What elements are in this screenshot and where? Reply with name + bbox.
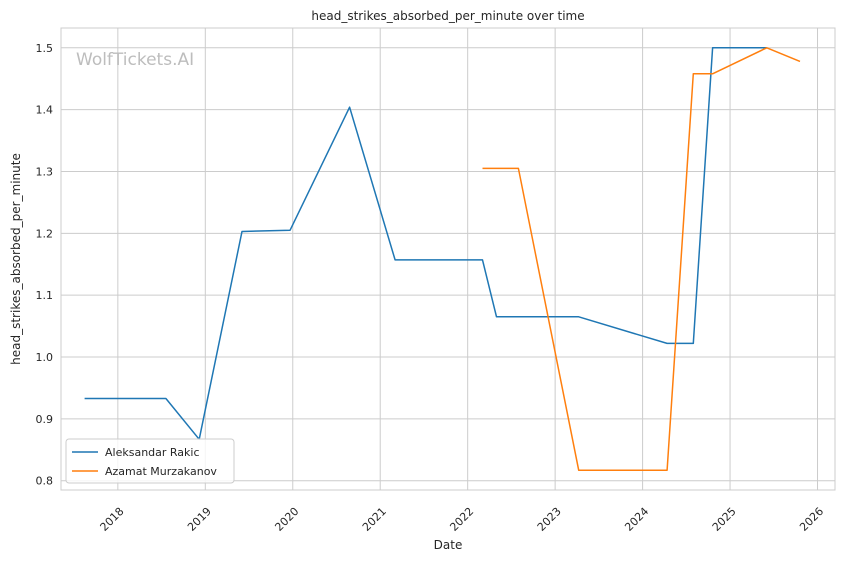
x-tick-label: 2021 [360,505,389,534]
x-tick-label: 2020 [272,505,301,534]
x-tick-label: 2026 [797,505,826,534]
y-tick-label: 1.5 [36,42,54,55]
y-tick-label: 1.2 [36,227,54,240]
chart-title: head_strikes_absorbed_per_minute over ti… [311,9,584,23]
x-tick-label: 2024 [622,505,651,534]
y-tick-label: 1.4 [36,104,54,117]
series-line-1 [84,47,767,441]
series-lines [84,47,801,471]
watermark: WolfTickets.AI [76,50,194,70]
legend-label-series-2: Azamat Murzakanov [105,465,217,478]
x-tick-label: 2025 [710,505,739,534]
legend: Aleksandar Rakic Azamat Murzakanov [65,438,235,484]
y-tick-labels: 0.8 0.9 1.0 1.1 1.2 1.3 1.4 1.5 [36,42,54,488]
y-tick-label: 0.8 [36,475,54,488]
series-line-2 [482,47,801,471]
y-tick-label: 1.3 [36,165,54,178]
y-axis-title: head_strikes_absorbed_per_minute [9,153,23,365]
x-tick-labels: 2018 2019 2020 2021 2022 2023 2024 2025 2026 [98,505,827,534]
y-tick-label: 1.0 [36,351,54,364]
y-gridlines [61,47,835,482]
x-gridlines [117,28,819,490]
x-axis-title: Date [434,538,463,552]
legend-label-series-1: Aleksandar Rakic [105,446,200,459]
plot-area [60,27,836,491]
y-tick-label: 1.1 [36,289,54,302]
x-tick-label: 2023 [535,505,564,534]
x-tick-label: 2019 [185,505,214,534]
x-tick-label: 2018 [98,505,127,534]
legend-box [65,438,235,484]
x-tick-label: 2022 [447,505,476,534]
y-tick-label: 0.9 [36,413,54,426]
